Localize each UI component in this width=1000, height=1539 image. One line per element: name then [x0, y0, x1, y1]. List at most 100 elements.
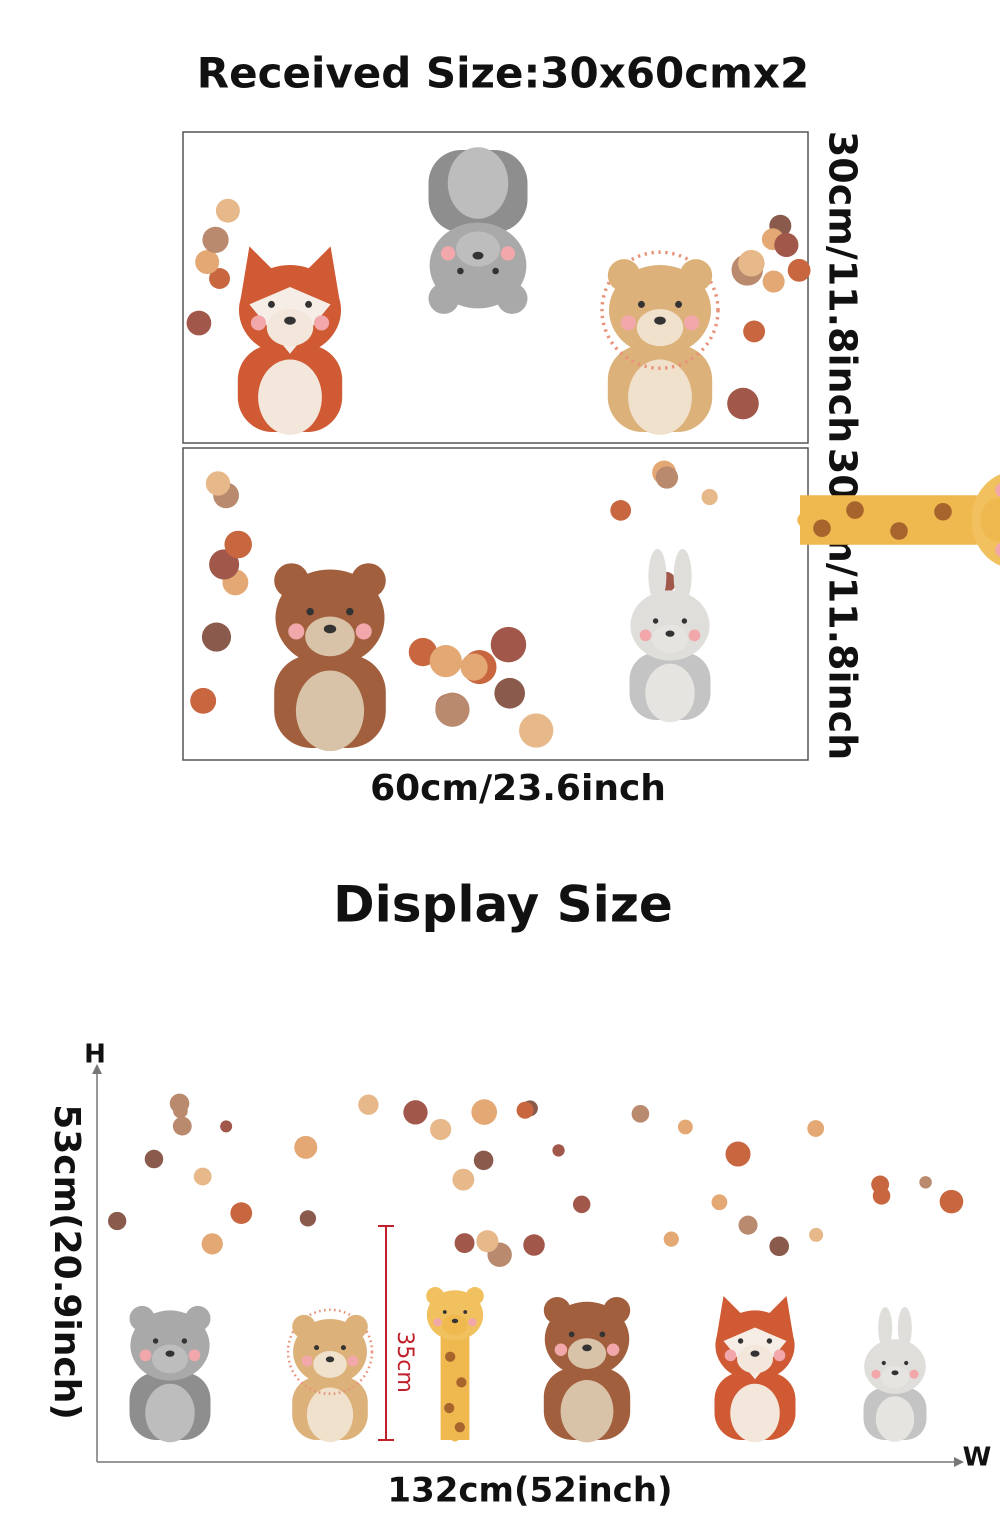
eye	[463, 1310, 468, 1314]
decor-dot	[677, 1119, 693, 1135]
nose	[451, 1318, 459, 1324]
muzzle	[652, 624, 688, 654]
head	[971, 471, 1000, 569]
decor-dot	[173, 1103, 188, 1119]
belly	[645, 663, 695, 723]
animal	[714, 1296, 796, 1443]
cheek	[554, 1343, 568, 1356]
cheek	[440, 246, 456, 261]
eye	[766, 1338, 773, 1344]
mane	[286, 1308, 374, 1396]
sheet-width-label: 60cm/23.6inch	[370, 768, 666, 809]
decor-dot	[294, 1135, 318, 1159]
cheek	[909, 1369, 919, 1379]
decor-dot	[201, 1233, 223, 1255]
decor-dot	[172, 1116, 192, 1136]
eye	[314, 1345, 320, 1351]
decor-dot	[430, 1118, 452, 1141]
cheek	[995, 482, 1000, 498]
cheek	[620, 315, 636, 331]
nose	[654, 316, 666, 325]
decor-dot	[358, 1094, 379, 1115]
decor-dot	[215, 198, 240, 223]
muzzle	[567, 1338, 607, 1369]
nose	[325, 1356, 335, 1363]
decor-dot	[435, 692, 470, 727]
spot	[454, 1422, 465, 1433]
decor-dot	[403, 1100, 428, 1125]
cheek	[995, 542, 1000, 558]
nose	[323, 624, 337, 634]
giraffe-height-label: 35cm	[392, 1331, 417, 1393]
eye	[492, 267, 499, 275]
cheek	[500, 246, 516, 261]
belly	[560, 1380, 614, 1443]
muzzle	[881, 1365, 909, 1389]
sheet-2	[182, 447, 809, 761]
cheek	[773, 1349, 786, 1362]
cheek	[684, 315, 700, 331]
decor-dot	[144, 1149, 164, 1169]
animal	[863, 1307, 927, 1442]
belly	[730, 1383, 780, 1443]
ear	[673, 549, 692, 603]
decor-dot	[711, 1194, 728, 1211]
decor-dot	[473, 1150, 494, 1171]
display-height-label: 53cm(20.9inch)	[46, 1104, 87, 1420]
cheek	[250, 315, 266, 331]
sheet-1	[182, 131, 809, 444]
decor-dot	[205, 471, 231, 496]
eye	[599, 1331, 606, 1338]
cheek	[139, 1349, 152, 1362]
nose	[891, 1370, 899, 1376]
nose	[665, 630, 675, 637]
animal	[543, 1296, 631, 1443]
decor-dot	[201, 622, 232, 652]
animal	[797, 471, 1000, 569]
decor-dot	[572, 1195, 591, 1214]
h-axis-label: H	[84, 1040, 106, 1070]
decor-dot	[471, 1099, 498, 1125]
eye	[267, 300, 275, 308]
muzzle	[737, 1344, 773, 1374]
nose	[582, 1344, 592, 1352]
animal	[129, 1305, 211, 1443]
decor-dot	[807, 1120, 825, 1137]
decor-dot	[769, 1236, 790, 1257]
eye	[904, 1360, 909, 1366]
decor-dot	[738, 1215, 758, 1235]
cheek	[433, 1318, 442, 1327]
decor-dot	[209, 549, 240, 580]
decor-dot	[494, 677, 526, 709]
received-title: Received Size:30x60cmx2	[197, 49, 810, 98]
eye	[152, 1338, 159, 1344]
ear	[648, 549, 667, 603]
decor-dot	[490, 626, 527, 663]
decor-dot	[224, 530, 252, 559]
mane	[600, 250, 720, 370]
decor-dot	[738, 249, 765, 277]
decor-dot	[655, 466, 679, 489]
eye	[457, 267, 464, 275]
w-axis-label: W	[963, 1443, 992, 1473]
illustrations	[108, 147, 1000, 1443]
decor-dot	[193, 1167, 212, 1186]
cheek	[606, 1343, 620, 1356]
eye	[637, 300, 645, 308]
arrow-head	[954, 1457, 964, 1467]
spot	[890, 522, 908, 540]
decor-dot	[762, 270, 785, 293]
cheek	[871, 1369, 881, 1379]
belly	[145, 1383, 195, 1443]
animal	[426, 1287, 484, 1442]
cheek	[314, 315, 330, 331]
muzzle	[152, 1344, 188, 1374]
eye	[181, 1338, 188, 1344]
decor-dot	[452, 1168, 475, 1191]
spot	[934, 502, 952, 521]
decor-dot	[476, 1230, 499, 1253]
decor-dot	[774, 232, 799, 258]
spot	[445, 1351, 456, 1362]
decor-dot	[519, 713, 554, 748]
decor-dot	[195, 250, 220, 275]
